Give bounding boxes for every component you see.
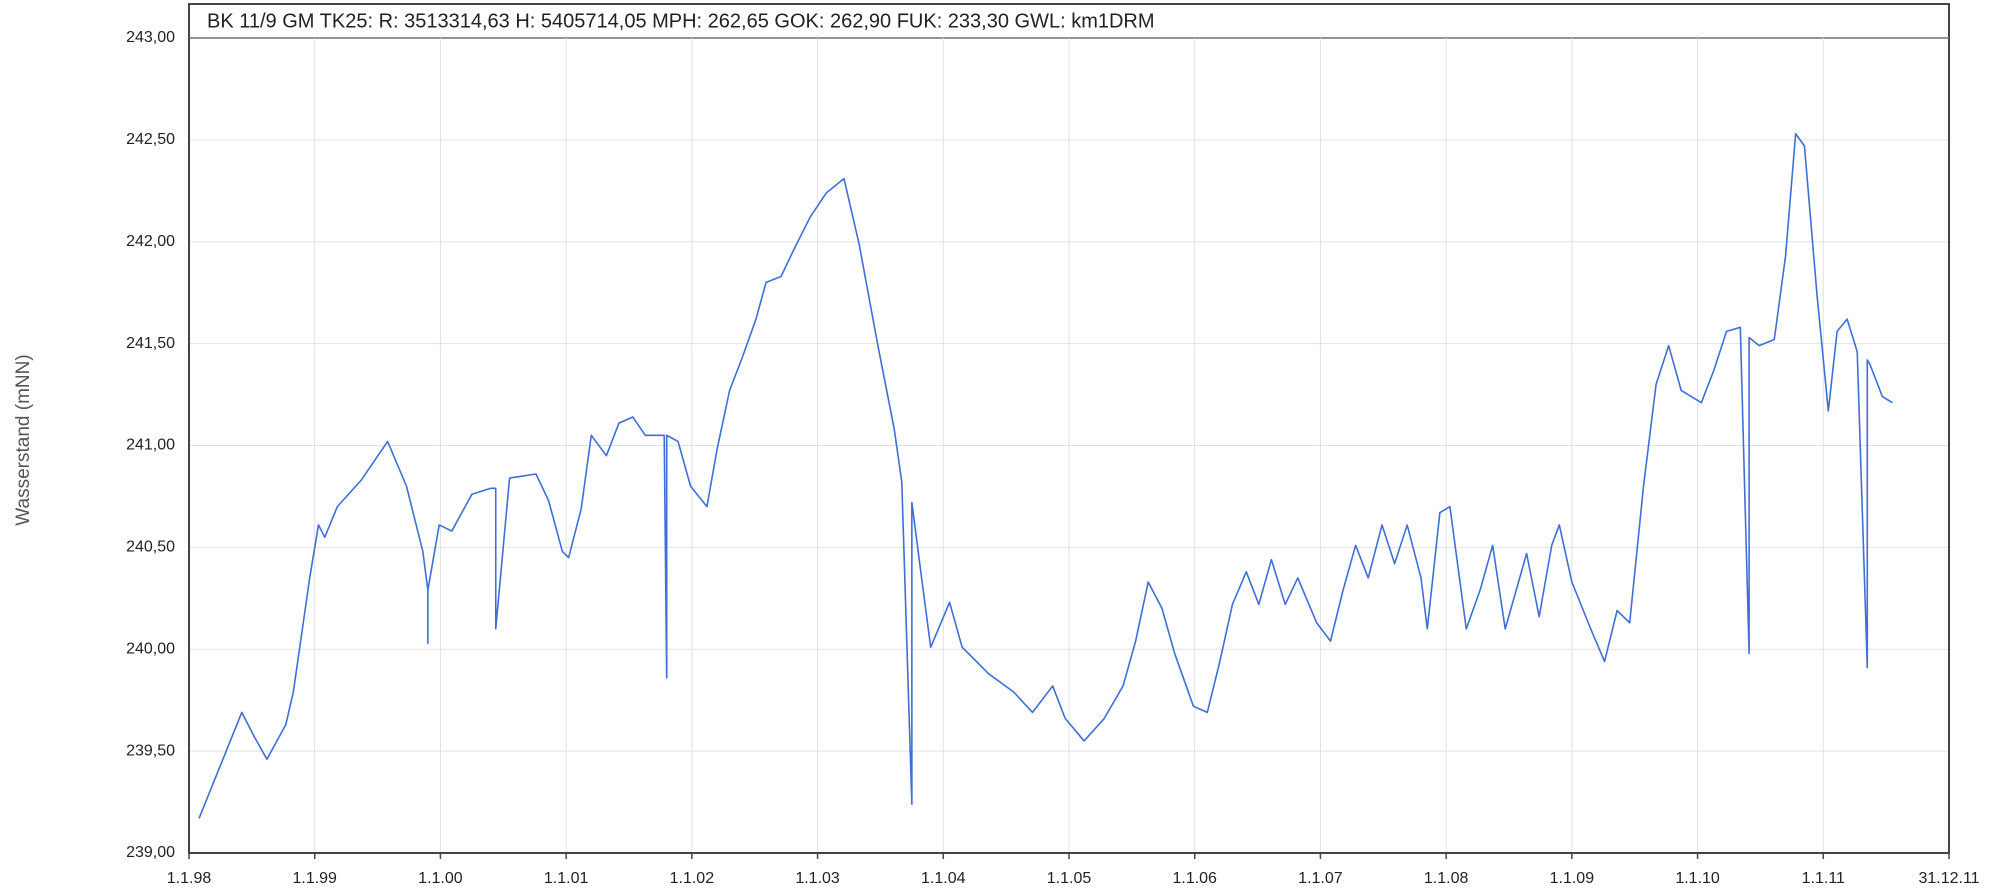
data-line: [198, 132, 1893, 819]
x-tick-label: 1.1.09: [1550, 870, 1595, 887]
y-tick-label: 240,50: [126, 539, 175, 556]
y-tick-label: 242,50: [126, 131, 175, 148]
y-tick-label: 242,00: [126, 233, 175, 250]
x-tick-label: 1.1.01: [544, 870, 589, 887]
title-box: [188, 3, 1950, 39]
x-tick-label: 31.12.11: [1918, 870, 1979, 887]
x-tick-label: 1.1.03: [795, 870, 840, 887]
y-tick-label: 240,00: [126, 640, 175, 657]
chart-title: BK 11/9 GM TK25: R: 3513314,63 H: 540571…: [207, 10, 1155, 32]
x-tick-label: 1.1.99: [292, 870, 337, 887]
x-tick-label: 1.1.06: [1172, 870, 1217, 887]
x-tick-label: 1.1.05: [1047, 870, 1092, 887]
x-tick-label: 1.1.02: [670, 870, 715, 887]
plot: [198, 132, 1893, 819]
x-tick-label: 1.1.10: [1675, 870, 1720, 887]
x-tick-label: 1.1.11: [1802, 870, 1845, 887]
y-axis-label: Wasserstand (mNN): [13, 354, 34, 525]
labels: 239,00 239,50 240,00 240,50 241,00 241,50 242,…: [126, 29, 1980, 887]
y-tick-label: 243,00: [126, 29, 175, 46]
y-tick-label: 239,00: [126, 844, 175, 861]
y-tick-label: 241,50: [126, 335, 175, 352]
x-tick-label: 1.1.98: [167, 870, 212, 887]
x-tick-label: 1.1.00: [418, 870, 463, 887]
x-tick-label: 1.1.07: [1298, 870, 1343, 887]
x-tick-label: 1.1.04: [921, 870, 966, 887]
y-tick-label: 241,00: [126, 437, 175, 454]
grid: [188, 37, 1950, 854]
y-tick-label: 239,50: [126, 742, 175, 759]
x-tick-label: 1.1.08: [1424, 870, 1469, 887]
